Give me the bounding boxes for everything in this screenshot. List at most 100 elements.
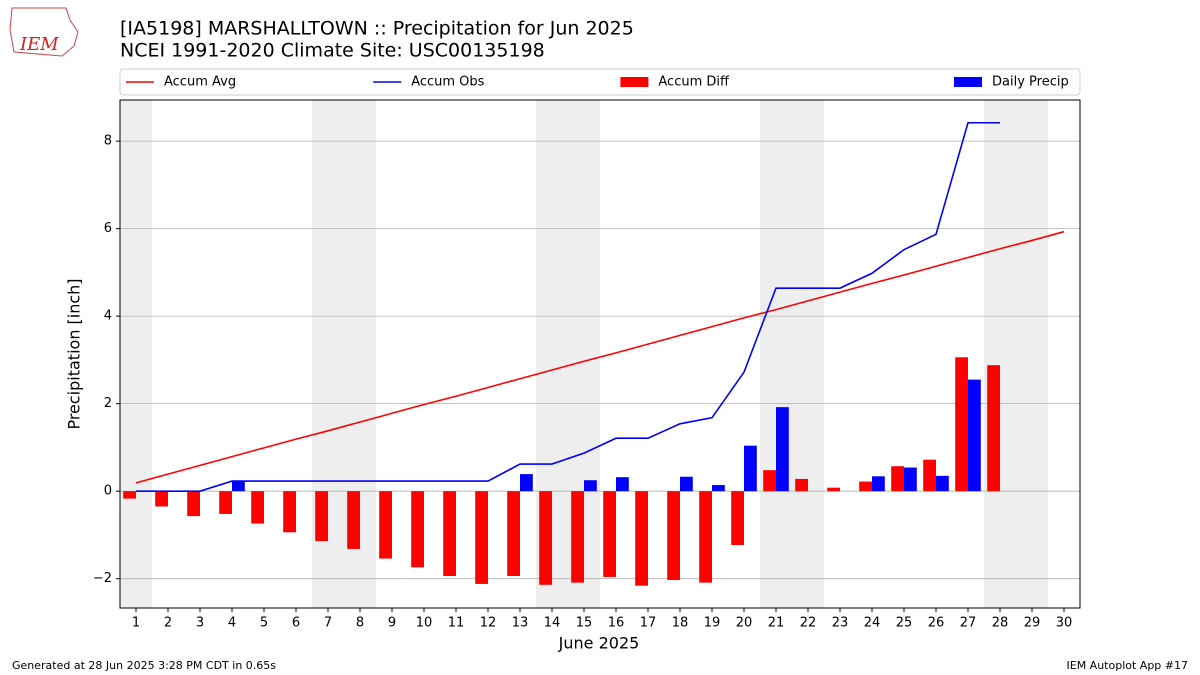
x-tick-label: 5 [260, 616, 268, 631]
bar [539, 491, 552, 585]
x-tick-label: 6 [292, 616, 300, 631]
legend-label: Daily Precip [992, 75, 1069, 90]
x-tick-label: 26 [928, 616, 945, 631]
bar [891, 466, 904, 492]
line [135, 230, 1065, 484]
bar [904, 467, 917, 492]
bar [584, 480, 597, 492]
bar [859, 481, 872, 492]
x-tick-label: 20 [736, 616, 753, 631]
bar [712, 485, 725, 492]
bar [699, 491, 712, 583]
bar [347, 491, 360, 549]
x-axis-label: June 2025 [558, 634, 640, 653]
bar [251, 491, 264, 524]
x-tick-label: 30 [1056, 616, 1073, 631]
bar [379, 491, 392, 559]
x-tick-label: 27 [960, 616, 977, 631]
x-tick-label: 19 [704, 616, 721, 631]
bar [520, 474, 533, 492]
bar [123, 491, 136, 499]
footer-right: IEM Autoplot App #17 [1067, 659, 1189, 672]
y-tick-label: 6 [104, 221, 112, 236]
x-tick-label: 14 [544, 616, 561, 631]
bar [571, 491, 584, 583]
x-tick-label: 25 [896, 616, 913, 631]
bar [315, 491, 328, 542]
x-tick-label: 9 [388, 616, 396, 631]
x-tick-label: 3 [196, 616, 204, 631]
logo-text: IEM [19, 34, 59, 55]
legend-frame [119, 68, 1081, 96]
x-tick-label: 7 [324, 616, 332, 631]
bar [507, 491, 520, 577]
x-tick-label: 12 [480, 616, 497, 631]
x-tick-label: 1 [132, 616, 140, 631]
bar [923, 459, 936, 492]
bar [680, 476, 693, 492]
bar [219, 491, 232, 514]
bar [155, 491, 168, 507]
bar [667, 491, 680, 580]
bar [827, 487, 840, 492]
x-tick-label: 24 [864, 616, 881, 631]
x-tick-label: 15 [576, 616, 593, 631]
y-tick-label: 4 [104, 309, 112, 324]
bar [872, 476, 885, 492]
y-tick-label: 0 [104, 484, 112, 499]
chart-subtitle: NCEI 1991-2020 Climate Site: USC00135198 [120, 40, 545, 62]
legend-label: Accum Obs [411, 75, 484, 90]
bar [776, 407, 789, 492]
bar [635, 491, 648, 586]
x-tick-label: 4 [228, 616, 236, 631]
x-tick-label: 23 [832, 616, 849, 631]
bar [411, 491, 424, 568]
bar [283, 491, 296, 533]
bar [731, 491, 744, 545]
bar [744, 445, 757, 492]
legend-label: Accum Avg [164, 75, 236, 90]
x-tick-label: 11 [448, 616, 465, 631]
plot-frame [119, 99, 1081, 609]
line [136, 121, 1000, 492]
y-tick-label: −2 [93, 571, 112, 586]
x-tick-label: 21 [768, 616, 785, 631]
x-tick-label: 17 [640, 616, 657, 631]
y-tick-label: 8 [104, 134, 112, 149]
bar [443, 491, 456, 577]
footer-left: Generated at 28 Jun 2025 3:28 PM CDT in … [12, 659, 276, 672]
bar [763, 470, 776, 492]
x-tick-label: 16 [608, 616, 625, 631]
x-tick-label: 8 [356, 616, 364, 631]
x-tick-label: 22 [800, 616, 817, 631]
x-tick-label: 29 [1024, 616, 1041, 631]
bar [987, 365, 1000, 492]
shaded-span [120, 100, 152, 608]
bar [936, 475, 949, 492]
bar [795, 478, 808, 492]
x-tick-label: 2 [164, 616, 172, 631]
legend-swatch [620, 77, 649, 87]
x-tick-label: 13 [512, 616, 529, 631]
bar [187, 491, 200, 517]
bar [603, 491, 616, 577]
chart-title: [IA5198] MARSHALLTOWN :: Precipitation f… [120, 18, 634, 40]
bar [475, 491, 488, 584]
y-axis-label: Precipitation [inch] [65, 278, 84, 429]
logo-outline [9, 7, 79, 57]
shaded-span [760, 100, 824, 608]
bar [232, 481, 245, 492]
bar [955, 357, 968, 492]
logo: IEM [9, 7, 79, 57]
y-tick-label: 2 [104, 396, 112, 411]
shaded-span [984, 100, 1048, 608]
x-tick-label: 18 [672, 616, 689, 631]
x-tick-label: 28 [992, 616, 1009, 631]
x-tick-label: 10 [416, 616, 433, 631]
legend-label: Accum Diff [658, 75, 730, 90]
bar [616, 477, 629, 492]
bar [968, 379, 981, 492]
legend-swatch [954, 77, 982, 87]
